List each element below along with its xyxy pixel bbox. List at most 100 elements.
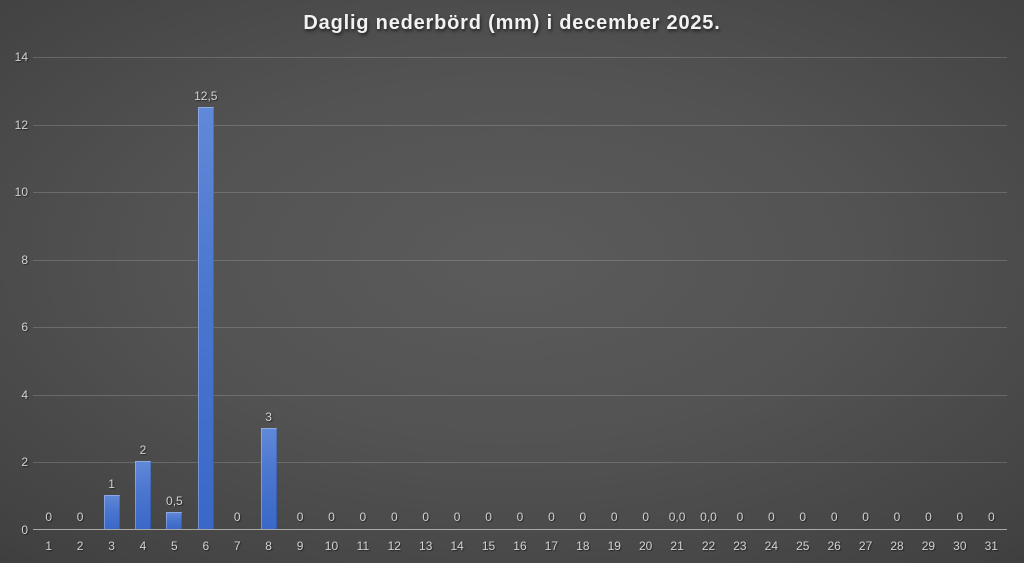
y-tick-label: 6 <box>21 320 28 335</box>
x-tick-label: 7 <box>233 539 241 553</box>
y-tick-label: 0 <box>21 523 28 537</box>
bar-value-label: 1 <box>108 477 115 492</box>
bar-column: 0 28 <box>881 57 912 553</box>
x-tick-label: 21 <box>670 539 684 553</box>
y-tick-label: 4 <box>21 387 28 402</box>
x-tick-label: 24 <box>764 539 779 553</box>
bar-value-label: 0 <box>453 510 461 524</box>
bar-column: 0,0 22 <box>693 57 724 553</box>
x-tick-label: 9 <box>296 539 304 553</box>
bar-value-label: 0,0 <box>668 510 686 524</box>
bar-value-label: 0 <box>359 510 367 524</box>
bar-value-label: 2 <box>139 443 147 458</box>
x-tick-label: 30 <box>953 539 967 553</box>
bar-value-label: 0,0 <box>700 510 717 524</box>
bar-column: 0 27 <box>850 57 881 553</box>
y-tick-label: 12 <box>14 117 28 132</box>
bar-value-label: 0 <box>830 510 838 524</box>
bar-value-label: 0 <box>328 510 335 524</box>
bar-value-label: 0 <box>768 510 775 524</box>
y-tick-label: 2 <box>21 455 28 470</box>
bar-column: 0 16 <box>504 57 535 553</box>
x-tick-label: 29 <box>921 539 936 553</box>
bar-column: 0 26 <box>818 57 849 553</box>
bar-value-label: 0 <box>390 510 398 524</box>
bar-value-label: 12,5 <box>194 88 218 103</box>
x-tick-label: 13 <box>419 539 433 553</box>
bar-column: 0 30 <box>944 57 975 553</box>
bar-column: 0,5 5 <box>159 57 190 552</box>
gridline <box>33 124 1007 126</box>
x-tick-label: 14 <box>450 539 464 553</box>
bar-value-label: 0 <box>893 510 901 524</box>
bar <box>134 461 151 529</box>
bar-column: 0 13 <box>410 57 441 553</box>
x-tick-label: 25 <box>796 539 810 553</box>
x-tick-label: 5 <box>171 539 178 553</box>
x-tick-label: 2 <box>76 539 84 553</box>
x-tick-label: 27 <box>858 539 873 553</box>
bar-column: 0 23 <box>724 57 755 553</box>
bar-value-label: 0 <box>579 510 587 524</box>
x-tick-label: 19 <box>607 539 621 553</box>
bar-column: 0 20 <box>630 57 661 553</box>
x-tick-label: 10 <box>324 539 339 553</box>
x-tick-label: 23 <box>733 539 747 553</box>
y-tick-label: 8 <box>21 252 28 267</box>
bar-column: 0 11 <box>347 57 378 553</box>
bar-column: 0 19 <box>599 57 630 553</box>
bar-value-label: 0 <box>516 510 524 524</box>
bar-value-label: 0 <box>925 510 932 524</box>
x-tick-label: 17 <box>544 539 559 553</box>
bar-column: 0 24 <box>756 57 787 553</box>
plot-area: 0 1 0 2 1 3 2 4 0,5 5 12,5 6 0 7 3 8 0 9 0 10 0 11 0 12 0 13 0 14 0 1… <box>33 57 1007 553</box>
x-tick-label: 28 <box>890 539 904 553</box>
x-tick-label: 22 <box>701 539 716 553</box>
bar-column: 0 25 <box>787 57 818 553</box>
bar-column: 0 14 <box>441 57 472 553</box>
bar-value-label: 0 <box>233 510 241 524</box>
bar-value-label: 0 <box>642 510 649 524</box>
bar-value-label: 0 <box>956 510 964 524</box>
x-axis-line <box>33 529 1007 530</box>
bar-value-label: 0 <box>799 510 807 524</box>
x-tick-label: 16 <box>513 539 527 553</box>
chart-title: Daglig nederbörd (mm) i december 2025. <box>303 12 721 34</box>
gridline <box>33 394 1007 396</box>
bar-value-label: 0 <box>987 510 995 524</box>
bar-value-label: 0 <box>76 510 84 524</box>
gridline <box>33 462 1007 464</box>
gridline <box>33 259 1007 261</box>
x-tick-label: 15 <box>481 539 496 553</box>
x-tick-label: 18 <box>576 539 590 553</box>
bar-value-label: 0 <box>45 510 53 524</box>
x-tick-label: 20 <box>638 539 653 553</box>
bar-value-label: 0 <box>422 510 430 524</box>
bar <box>260 427 277 529</box>
gridline <box>33 57 1007 58</box>
bar-column: 0 31 <box>976 57 1007 553</box>
bar-value-label: 0 <box>610 510 618 524</box>
bar <box>197 106 214 529</box>
bar-column: 0 29 <box>913 57 944 553</box>
x-tick-label: 4 <box>139 539 147 553</box>
bar-value-label: 0 <box>296 510 304 524</box>
y-tick-label: 10 <box>14 185 28 200</box>
x-tick-label: 12 <box>387 539 401 553</box>
bar-value-label: 3 <box>265 409 272 424</box>
bar-column: 0 17 <box>536 57 567 553</box>
bar-value-label: 0 <box>736 510 744 524</box>
bar-value-label: 0 <box>548 510 555 524</box>
bar-column: 0 12 <box>379 57 410 553</box>
x-tick-label: 31 <box>984 539 998 553</box>
bar-value-label: 0,5 <box>166 494 183 509</box>
gridline <box>33 192 1007 194</box>
